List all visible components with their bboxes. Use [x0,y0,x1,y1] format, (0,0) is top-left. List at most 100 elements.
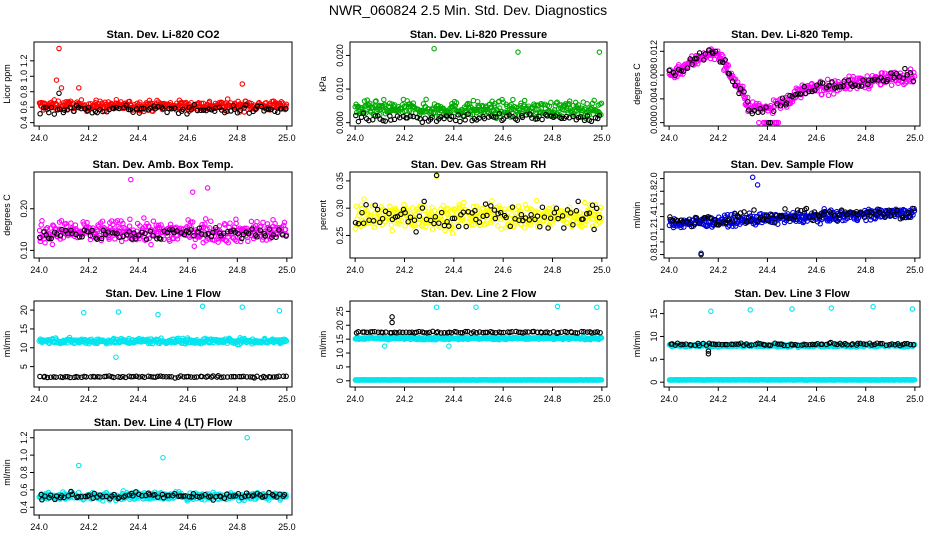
x-tick-label: 24.0 [346,265,364,275]
data-point [120,373,126,380]
data-point [200,107,207,113]
data-point [184,111,190,117]
y-tick-label: 0.4 [19,116,29,129]
data-point [879,70,885,76]
x-tick-label: 24.0 [346,394,364,404]
data-point [59,374,66,381]
data-point [157,373,164,379]
data-point [243,102,249,108]
outlier-point [155,311,161,318]
outlier-point [115,309,122,315]
data-point [429,226,436,232]
data-point [778,213,784,220]
x-tick-label: 25.0 [593,394,611,404]
data-point [185,373,191,380]
x-tick-label: 24.8 [544,394,562,404]
x-tick-label: 24.6 [494,265,512,275]
y-tick-label: 1.0 [649,236,659,249]
data-point [52,226,59,232]
x-tick-label: 25.0 [906,265,924,275]
data-point [103,373,109,380]
data-point [264,221,271,227]
data-point [99,218,106,224]
data-point [528,212,534,218]
data-point [847,209,853,215]
y-tick-label: 15 [649,309,659,319]
data-point [712,48,719,55]
data-point [726,71,733,77]
data-point [581,199,588,206]
data-point [244,374,250,380]
data-point [154,373,161,380]
points [36,176,290,250]
data-point [824,76,831,83]
data-point [72,222,79,228]
outlier-point [446,343,452,349]
data-point [42,240,48,246]
data-point [729,78,736,85]
data-point [150,233,156,239]
data-point [212,224,219,231]
data-point [202,221,208,227]
data-point [94,109,100,116]
data-point [146,223,152,230]
data-point [283,105,289,112]
data-point [461,199,467,206]
data-point [148,241,154,248]
data-point [457,118,463,125]
x-tick-label: 24.2 [396,133,414,143]
data-point [541,214,548,220]
points [666,303,918,383]
data-point [539,116,545,123]
panel-4: Stan. Dev. Amb. Box Temp.degrees C24.0 24… [2,159,296,275]
data-point [680,68,687,74]
outlier-point [58,85,65,91]
data-point [403,329,409,335]
data-point [693,215,700,221]
y-tick-label: 5 [19,364,29,369]
data-point [251,375,258,381]
x-tick-label: 24.8 [857,133,875,143]
data-point [363,110,369,116]
x-tick-label: 24.4 [759,394,777,404]
data-point [763,119,770,126]
data-point [220,374,227,380]
data-point [893,70,900,77]
data-point [488,203,494,209]
data-point [533,197,540,204]
data-point [410,100,417,106]
data-point [558,115,565,122]
data-point [262,233,268,239]
x-tick-label: 24.6 [808,265,826,275]
data-point [702,51,709,57]
data-point [452,117,459,124]
data-point [596,112,603,119]
data-point [58,218,65,224]
data-point [438,209,445,216]
data-point [465,111,471,117]
data-point [852,82,859,88]
data-point [272,108,278,115]
data-point [519,114,526,121]
outlier-point [708,308,714,315]
x-tick-label: 24.2 [80,394,98,404]
data-point [225,234,231,240]
data-point [369,116,376,123]
data-point [129,236,135,242]
x-tick-label: 24.2 [396,265,414,275]
data-point [598,100,605,106]
data-point [588,118,595,125]
data-point [881,211,887,217]
data-point [782,206,788,212]
data-point [225,239,231,246]
data-point [891,212,897,218]
data-point [365,101,372,108]
data-point [789,98,796,105]
data-point [493,330,499,336]
data-point [484,212,490,219]
data-point [755,218,761,224]
data-point [419,223,425,229]
outlier-point [473,304,479,310]
data-point [364,329,370,336]
